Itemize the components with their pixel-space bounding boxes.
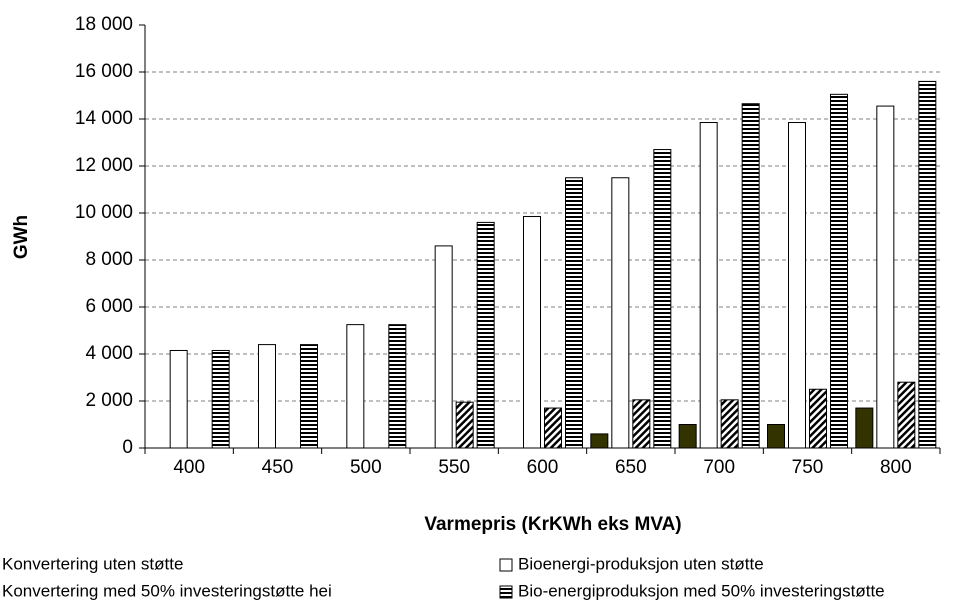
y-tick-label: 14 000 (75, 108, 133, 129)
y-tick-label: 6 000 (85, 296, 133, 317)
y-tick-label: 8 000 (85, 249, 133, 270)
bar (211, 349, 230, 449)
bar (300, 344, 318, 449)
bar (918, 80, 937, 449)
legend-label: Bioenergi-produksjon uten støtte (518, 554, 764, 573)
bar (346, 324, 365, 449)
bar (699, 122, 718, 449)
bar (653, 149, 672, 449)
bar (476, 221, 495, 449)
legend-label: Konvertering med 50% investeringstøtte h… (2, 581, 332, 600)
x-tick-label: 550 (438, 457, 470, 478)
bar (788, 122, 806, 449)
bar (830, 93, 848, 449)
bar (590, 433, 609, 449)
bar (388, 324, 407, 449)
y-tick-label: 12 000 (75, 155, 133, 176)
bar (523, 216, 541, 449)
bar (897, 381, 916, 449)
bar (767, 424, 785, 449)
bar (720, 399, 739, 449)
legend-label: Konvertering uten støtte (2, 554, 183, 573)
x-tick-label: 650 (615, 457, 647, 478)
y-tick-label: 18 000 (75, 14, 133, 35)
x-tick-label: 800 (880, 457, 912, 478)
bar (855, 407, 874, 449)
y-tick-label: 0 (122, 437, 133, 458)
bar (544, 407, 562, 449)
x-axis-title: Varmepris (KrKWh eks MVA) (424, 514, 681, 535)
legend-marker (499, 585, 513, 599)
bar (876, 105, 895, 449)
y-tick-label: 2 000 (85, 390, 133, 411)
y-axis-title: GWh (11, 215, 32, 259)
bar (455, 401, 474, 449)
legend-marker (499, 558, 513, 572)
bar (809, 388, 827, 449)
x-tick-label: 600 (527, 457, 559, 478)
bar (169, 349, 188, 449)
bar (258, 344, 276, 449)
y-tick-label: 16 000 (75, 61, 133, 82)
y-tick-label: 4 000 (85, 343, 133, 364)
y-tick-label: 10 000 (75, 202, 133, 223)
x-tick-label: 450 (262, 457, 294, 478)
bar (565, 177, 583, 449)
x-tick-label: 500 (350, 457, 382, 478)
x-tick-label: 400 (173, 457, 205, 478)
bar (678, 424, 697, 449)
x-tick-label: 700 (703, 457, 735, 478)
bar (434, 245, 453, 449)
legend-label: Bio-energiproduksjon med 50% investering… (518, 581, 885, 600)
x-tick-label: 750 (792, 457, 824, 478)
bar (611, 177, 630, 449)
bar (741, 103, 760, 449)
bar (632, 399, 651, 449)
